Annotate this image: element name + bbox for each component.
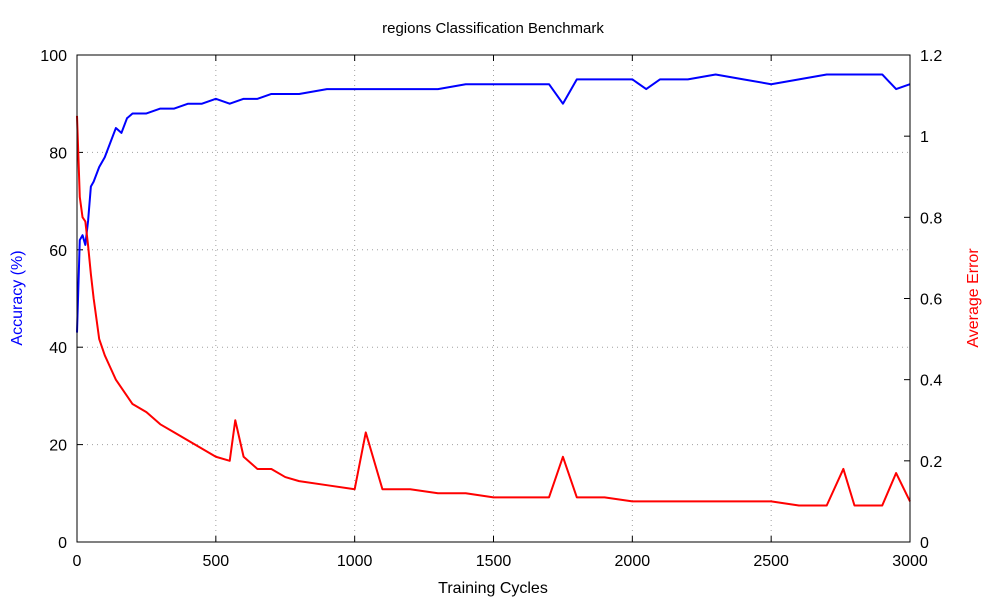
x-tick-label: 2500 (753, 553, 789, 570)
x-tick-label: 1000 (337, 553, 373, 570)
y-left-tick-label: 40 (49, 340, 67, 357)
x-tick-label: 1500 (476, 553, 512, 570)
x-tick-label: 3000 (892, 553, 928, 570)
y-left-tick-label: 60 (49, 243, 67, 260)
y-right-tick-label: 0.6 (920, 292, 942, 309)
x-tick-label: 0 (73, 553, 82, 570)
y-axis-left-label: Accuracy (%) (9, 250, 26, 345)
tick-layer: 0 500 1000 1500 2000 2500 300002040608010000.2… (40, 48, 942, 570)
y-right-tick-label: 0.2 (920, 454, 942, 471)
y-right-tick-label: 0.8 (920, 210, 942, 227)
y-axis-right-label: Average Error (965, 248, 982, 348)
y-right-tick-label: 1 (920, 129, 929, 146)
series-layer (76, 73, 911, 507)
plot-frame (76, 54, 911, 543)
grid-layer (77, 55, 910, 542)
y-left-tick-label: 80 (49, 145, 67, 162)
x-tick-label: 2000 (615, 553, 651, 570)
series-line-average-error (76, 115, 911, 507)
chart-title: regions Classification Benchmark (382, 20, 604, 37)
y-right-tick-label: 0.4 (920, 373, 942, 390)
y-right-tick-label: 1.2 (920, 48, 942, 65)
y-right-tick-label: 0 (920, 535, 929, 552)
y-left-tick-label: 0 (58, 535, 67, 552)
y-left-tick-label: 20 (49, 438, 67, 455)
x-tick-label: 500 (202, 553, 229, 570)
y-left-tick-label: 100 (40, 48, 67, 65)
series-line-accuracy (76, 73, 911, 333)
x-axis-label: Training Cycles (438, 580, 548, 597)
